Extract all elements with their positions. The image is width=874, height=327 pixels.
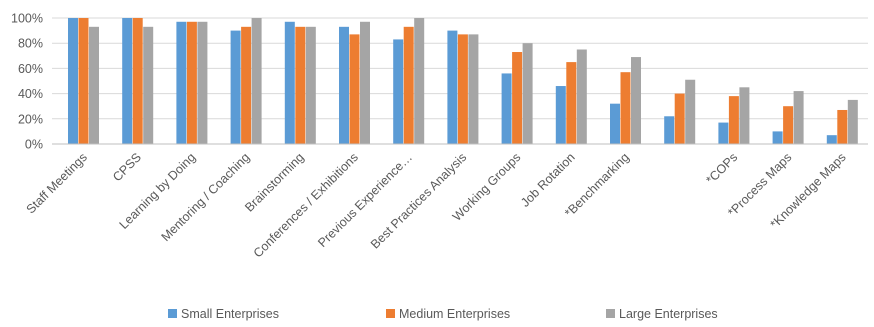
category-label: Previous Experience… (315, 150, 415, 250)
legend-label: Medium Enterprises (399, 307, 510, 321)
y-axis-ticks: 0% 20% 40% 60% 80% 100% (11, 12, 43, 152)
bar-large-enterprises-1 (143, 26, 154, 144)
bar-small-enterprises-11 (664, 116, 675, 144)
bar-small-enterprises-7 (447, 30, 458, 145)
y-tick-label: 100% (11, 12, 43, 26)
bar-large-enterprises-2 (197, 21, 208, 145)
bar-medium-enterprises-3 (241, 26, 252, 144)
bar-large-enterprises-11 (685, 79, 696, 144)
bar-medium-enterprises-1 (132, 18, 143, 144)
bar-small-enterprises-3 (230, 30, 241, 145)
category-label: Mentoring / Coaching (159, 150, 253, 244)
category-label: CPSS (110, 150, 144, 184)
bar-medium-enterprises-2 (186, 21, 197, 145)
bar-large-enterprises-4 (305, 26, 316, 144)
bar-medium-enterprises-8 (512, 52, 523, 144)
bar-small-enterprises-9 (555, 86, 566, 144)
bar-large-enterprises-8 (522, 43, 533, 145)
bar-small-enterprises-4 (284, 21, 295, 145)
legend-label: Large Enterprises (619, 307, 718, 321)
bar-small-enterprises-0 (68, 18, 78, 144)
category-label: Conferences / Exhibitions (251, 150, 361, 260)
legend: Small Enterprises Medium Enterprises Large… (168, 307, 718, 321)
bar-large-enterprises-10 (631, 57, 641, 145)
legend-swatch (606, 309, 615, 318)
category-label: Staff Meetings (24, 150, 90, 216)
y-tick-label: 40% (18, 87, 43, 101)
bar-large-enterprises-14 (847, 99, 858, 144)
bar-small-enterprises-6 (393, 39, 404, 144)
bar-medium-enterprises-10 (620, 72, 631, 144)
bar-large-enterprises-7 (468, 34, 479, 144)
bar-medium-enterprises-14 (837, 109, 848, 144)
legend-label: Small Enterprises (181, 307, 279, 321)
bar-medium-enterprises-12 (728, 96, 739, 144)
bar-small-enterprises-13 (772, 131, 783, 144)
bar-medium-enterprises-9 (566, 62, 577, 144)
bar-small-enterprises-1 (122, 18, 133, 144)
y-tick-label: 80% (18, 37, 43, 51)
bar-large-enterprises-9 (576, 49, 587, 144)
bar-small-enterprises-10 (610, 103, 620, 144)
y-tick-label: 20% (18, 112, 43, 126)
bar-medium-enterprises-5 (349, 34, 360, 144)
y-tick-label: 60% (18, 62, 43, 76)
bar-medium-enterprises-4 (295, 26, 306, 144)
y-tick-label: 0% (25, 138, 43, 152)
bar-large-enterprises-3 (251, 18, 262, 144)
bars (68, 18, 858, 145)
legend-swatch (386, 309, 395, 318)
bar-large-enterprises-6 (414, 18, 425, 144)
bar-medium-enterprises-0 (78, 18, 89, 144)
bar-large-enterprises-13 (793, 91, 804, 144)
bar-small-enterprises-12 (718, 122, 729, 144)
bar-medium-enterprises-7 (457, 34, 468, 144)
bar-large-enterprises-5 (360, 21, 370, 145)
category-label: Best Practices Analysis (368, 150, 469, 251)
category-label: Job Rotation (518, 150, 578, 210)
bar-medium-enterprises-6 (403, 26, 414, 144)
bar-small-enterprises-5 (339, 26, 349, 144)
category-label: *COPs (703, 150, 740, 187)
legend-swatch (168, 309, 177, 318)
bar-large-enterprises-12 (739, 87, 750, 144)
bar-large-enterprises-0 (89, 26, 99, 144)
bar-medium-enterprises-11 (674, 93, 685, 144)
bar-medium-enterprises-13 (783, 106, 794, 144)
bar-small-enterprises-14 (826, 135, 837, 144)
bar-small-enterprises-2 (176, 21, 187, 145)
bar-small-enterprises-8 (501, 73, 512, 144)
